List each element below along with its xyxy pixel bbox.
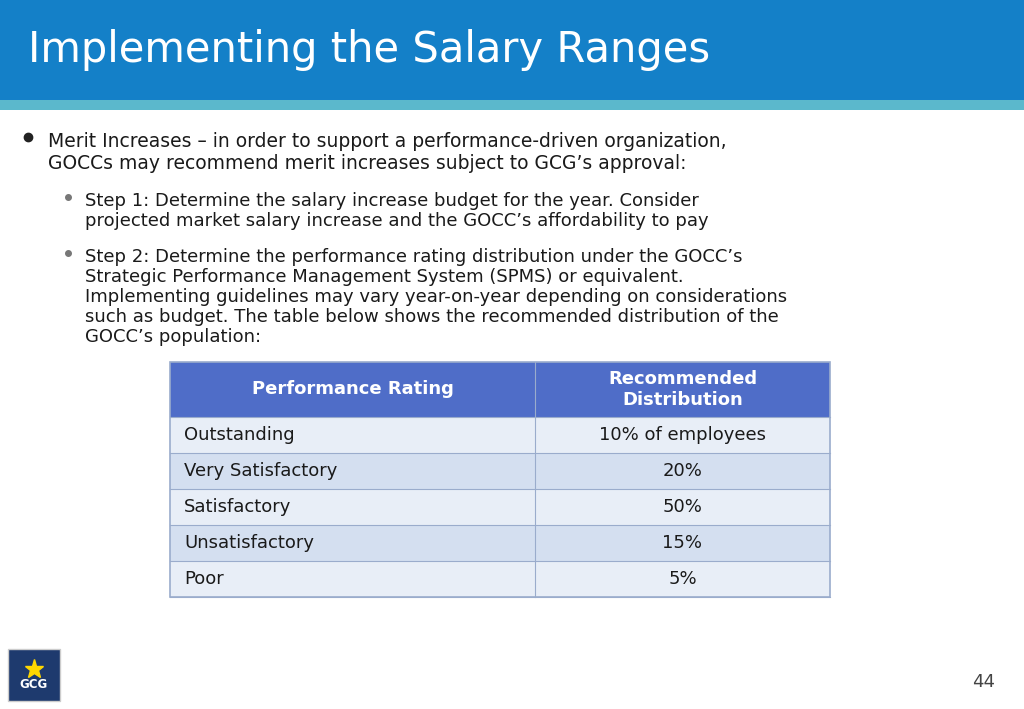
Bar	[170, 362, 830, 417]
Text: Poor: Poor	[184, 570, 224, 588]
Text: Unsatisfactory: Unsatisfactory	[184, 534, 314, 552]
Text: Step 1: Determine the salary increase budget for the year. Consider: Step 1: Determine the salary increase bu…	[85, 192, 698, 210]
Text: Implementing the Salary Ranges: Implementing the Salary Ranges	[28, 29, 710, 71]
Text: 15%: 15%	[663, 534, 702, 552]
Text: 50%: 50%	[663, 498, 702, 516]
Text: 20%: 20%	[663, 462, 702, 480]
Text: projected market salary increase and the GOCC’s affordability to pay: projected market salary increase and the…	[85, 212, 709, 230]
Text: GOCC’s population:: GOCC’s population:	[85, 328, 261, 346]
Bar	[170, 561, 830, 597]
Text: Step 2: Determine the performance rating distribution under the GOCC’s: Step 2: Determine the performance rating…	[85, 248, 742, 266]
Bar	[0, 100, 1024, 110]
Bar	[170, 417, 830, 453]
Text: Performance Rating: Performance Rating	[252, 381, 454, 398]
Text: GOCCs may recommend merit increases subject to GCG’s approval:: GOCCs may recommend merit increases subj…	[48, 154, 686, 173]
Text: 10% of employees: 10% of employees	[599, 426, 766, 444]
Bar	[0, 0, 1024, 100]
Bar	[170, 525, 830, 561]
Text: Merit Increases – in order to support a performance-driven organization,: Merit Increases – in order to support a …	[48, 132, 727, 151]
Bar	[170, 362, 830, 597]
Bar	[8, 649, 60, 701]
Text: Outstanding: Outstanding	[184, 426, 295, 444]
Text: 5%: 5%	[669, 570, 696, 588]
Text: Recommended
Distribution: Recommended Distribution	[608, 370, 757, 409]
Text: 44: 44	[972, 673, 995, 691]
Bar	[170, 489, 830, 525]
Text: Strategic Performance Management System (SPMS) or equivalent.: Strategic Performance Management System …	[85, 268, 684, 286]
Text: such as budget. The table below shows the recommended distribution of the: such as budget. The table below shows th…	[85, 308, 778, 326]
Text: Implementing guidelines may vary year-on-year depending on considerations: Implementing guidelines may vary year-on…	[85, 288, 787, 306]
Text: Satisfactory: Satisfactory	[184, 498, 292, 516]
Text: GCG: GCG	[19, 678, 48, 691]
Text: Very Satisfactory: Very Satisfactory	[184, 462, 337, 480]
Bar	[170, 453, 830, 489]
